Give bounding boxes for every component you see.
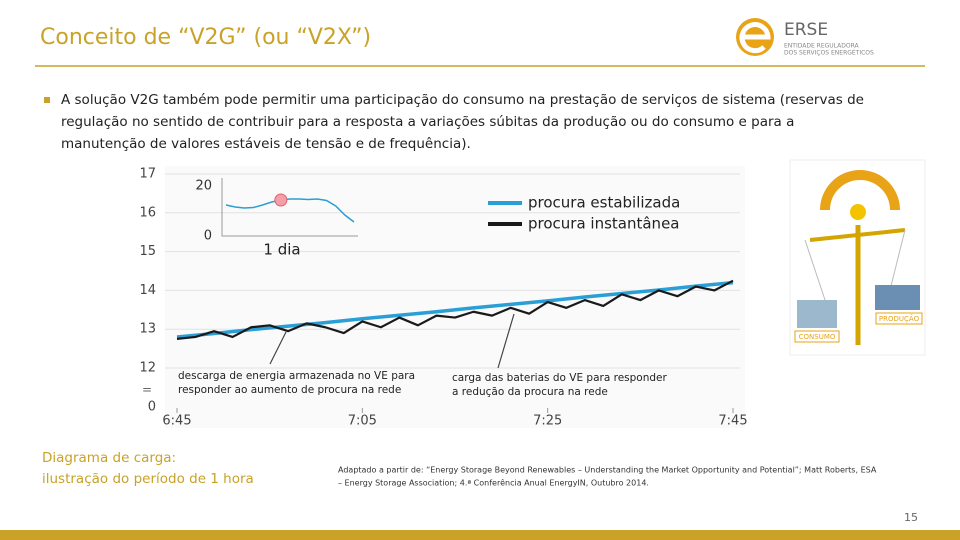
y-tick-label: 15 xyxy=(139,244,156,259)
x-tick-label: 7:45 xyxy=(718,414,747,429)
arc xyxy=(820,170,900,211)
caption: Diagrama de carga: xyxy=(42,450,176,466)
logo-subtitle: DOS SERVIÇOS ENERGÉTICOS xyxy=(784,49,874,57)
annotation: descarga de energia armazenada no VE par… xyxy=(178,370,415,382)
slide-title: Conceito de “V2G” (ou “V2X”) xyxy=(40,25,371,50)
inset-label: 1 dia xyxy=(263,241,300,259)
logo-subtitle: ENTIDADE REGULADORA xyxy=(784,43,860,50)
label-box xyxy=(794,330,840,343)
page-number: 15 xyxy=(904,511,918,524)
y-tick-label: 16 xyxy=(139,205,156,220)
footer-bar xyxy=(0,530,960,540)
annotation: responder ao aumento de procura na rede xyxy=(178,384,401,396)
consumption-label: CONSUMO xyxy=(799,333,836,341)
bullet-text: A solução V2G também pode permitir uma p… xyxy=(42,89,881,155)
series-line xyxy=(176,280,734,339)
inset-tick-label: 20 xyxy=(195,179,212,194)
logo: ERSE ENTIDADE REGULADORA DOS SERVIÇOS EN… xyxy=(736,18,874,57)
production-label: PRODUÇÃO xyxy=(879,314,920,323)
inset-highlight xyxy=(274,193,288,207)
source: – Energy Storage Association; 4.ª Confer… xyxy=(338,478,649,488)
y-break-label: 0 xyxy=(148,400,156,415)
legend-label: procura estabilizada xyxy=(528,194,680,212)
annotation-arrow xyxy=(497,313,515,369)
city xyxy=(797,300,837,328)
series-line xyxy=(176,279,734,340)
annotation-arrow xyxy=(269,331,287,365)
x-tick-label: 7:25 xyxy=(533,414,562,429)
label-box xyxy=(875,312,923,325)
y-tick-label: 14 xyxy=(139,283,156,298)
ropes xyxy=(804,229,906,301)
x-tick-label: 6:45 xyxy=(162,414,191,429)
y-tick-label: 13 xyxy=(139,322,156,337)
inset-line xyxy=(225,198,355,223)
logo-name: ERSE xyxy=(784,20,828,40)
y-tick-label: 17 xyxy=(139,167,156,182)
chart: 12 13 14 15 16 17 0 = 6:45 7:05 7:25 7:45 procura es… xyxy=(139,166,748,429)
beam xyxy=(809,228,906,242)
caption: ilustração do período de 1 hora xyxy=(42,471,254,487)
illustration: PRODUÇÃO CONSUMO xyxy=(789,159,926,356)
x-tick-label: 7:05 xyxy=(348,414,377,429)
plants xyxy=(875,285,920,310)
logo-e xyxy=(739,22,771,54)
annotation: carga das baterias do VE para responder xyxy=(452,372,667,384)
source: Adaptado a partir de: “Energy Storage Be… xyxy=(338,466,877,475)
y-break-symbol: = xyxy=(142,383,152,397)
legend-label: procura instantânea xyxy=(528,215,680,233)
y-tick-label: 12 xyxy=(139,361,156,376)
annotation: a redução da procura na rede xyxy=(452,386,608,398)
figure xyxy=(850,204,866,220)
inset-tick-label: 0 xyxy=(204,229,212,244)
inset-axes xyxy=(221,178,358,237)
